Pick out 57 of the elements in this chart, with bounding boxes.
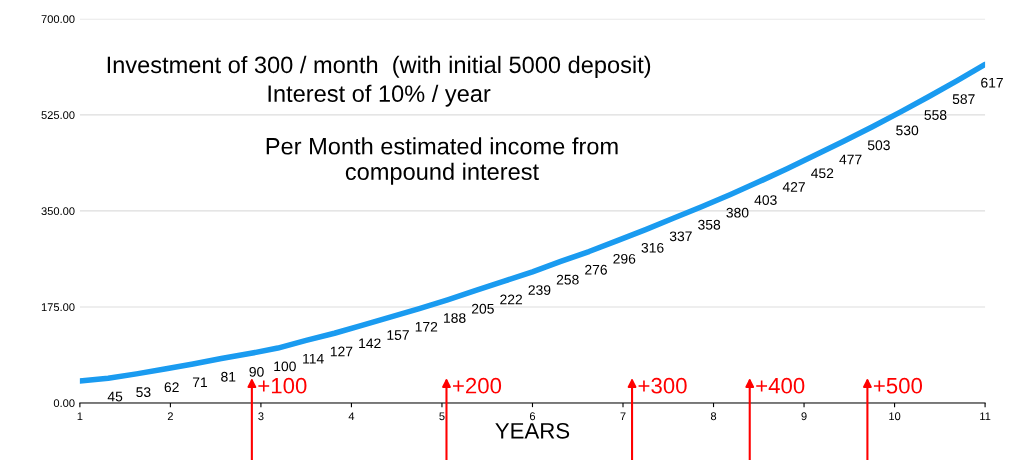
data-label: 142 <box>359 338 381 349</box>
x-tick-label: 7 <box>620 412 626 421</box>
data-label: 114 <box>303 353 324 364</box>
annotation: +400 <box>756 377 805 394</box>
data-label: 53 <box>136 387 151 398</box>
data-label: 100 <box>274 361 296 372</box>
data-label: 222 <box>500 294 523 305</box>
y-tick-label: 175.00 <box>41 303 75 312</box>
data-label: 427 <box>782 182 805 192</box>
data-label: 127 <box>330 346 353 357</box>
annotation: +500 <box>873 377 923 394</box>
data-label: 276 <box>585 264 607 275</box>
annotation: +300 <box>638 377 687 394</box>
annotation: Per Month estimated income from compound interest <box>266 137 618 185</box>
data-label: 380 <box>726 207 749 218</box>
y-tick-label: 350.00 <box>41 207 75 216</box>
data-label: 172 <box>415 321 438 332</box>
data-label: 296 <box>613 253 636 264</box>
data-label: 258 <box>556 274 579 285</box>
data-label: 205 <box>471 303 494 314</box>
y-tick-label: 0.00 <box>53 399 75 408</box>
y-tick-label: 525.00 <box>41 111 75 120</box>
x-tick-label: 5 <box>439 412 445 421</box>
data-label: 239 <box>528 285 551 295</box>
data-label: 452 <box>811 168 834 179</box>
x-tick-label: 2 <box>167 412 173 421</box>
data-label: 617 <box>981 77 1003 88</box>
data-label: 558 <box>924 110 947 120</box>
data-label: 71 <box>192 377 208 388</box>
data-label: 90 <box>249 366 264 377</box>
x-tick-label: 4 <box>348 412 355 421</box>
data-label: 477 <box>839 154 862 165</box>
data-label: 337 <box>669 231 692 242</box>
text: Investment of 300 / month (with initial 5000 deposit) <box>107 55 651 78</box>
data-label: 587 <box>952 94 975 105</box>
data-label: 530 <box>896 125 919 136</box>
x-tick-label: 6 <box>529 412 536 421</box>
x-tick-label: 10 <box>889 412 901 421</box>
data-label: 45 <box>107 391 123 402</box>
text: Interest of 10% / year <box>268 84 491 107</box>
x-tick-label: 11 <box>980 412 991 421</box>
data-label: 157 <box>387 330 409 340</box>
data-label: 188 <box>444 313 466 323</box>
data-label: 503 <box>867 140 890 151</box>
annotation: +100 <box>258 377 307 394</box>
data-label: 62 <box>164 382 179 393</box>
annotation: +200 <box>453 377 502 394</box>
y-tick-label: 700.00 <box>41 15 75 23</box>
data-label: 403 <box>754 195 777 205</box>
x-axis-title: YEARS <box>495 422 570 439</box>
data-label: 81 <box>221 371 236 382</box>
data-label: 316 <box>641 242 664 253</box>
x-tick-label: 1 <box>77 412 83 421</box>
x-tick-label: 8 <box>710 412 717 421</box>
data-label: 358 <box>698 219 721 230</box>
x-tick-label: 3 <box>258 412 264 421</box>
x-tick-label: 9 <box>801 412 807 421</box>
